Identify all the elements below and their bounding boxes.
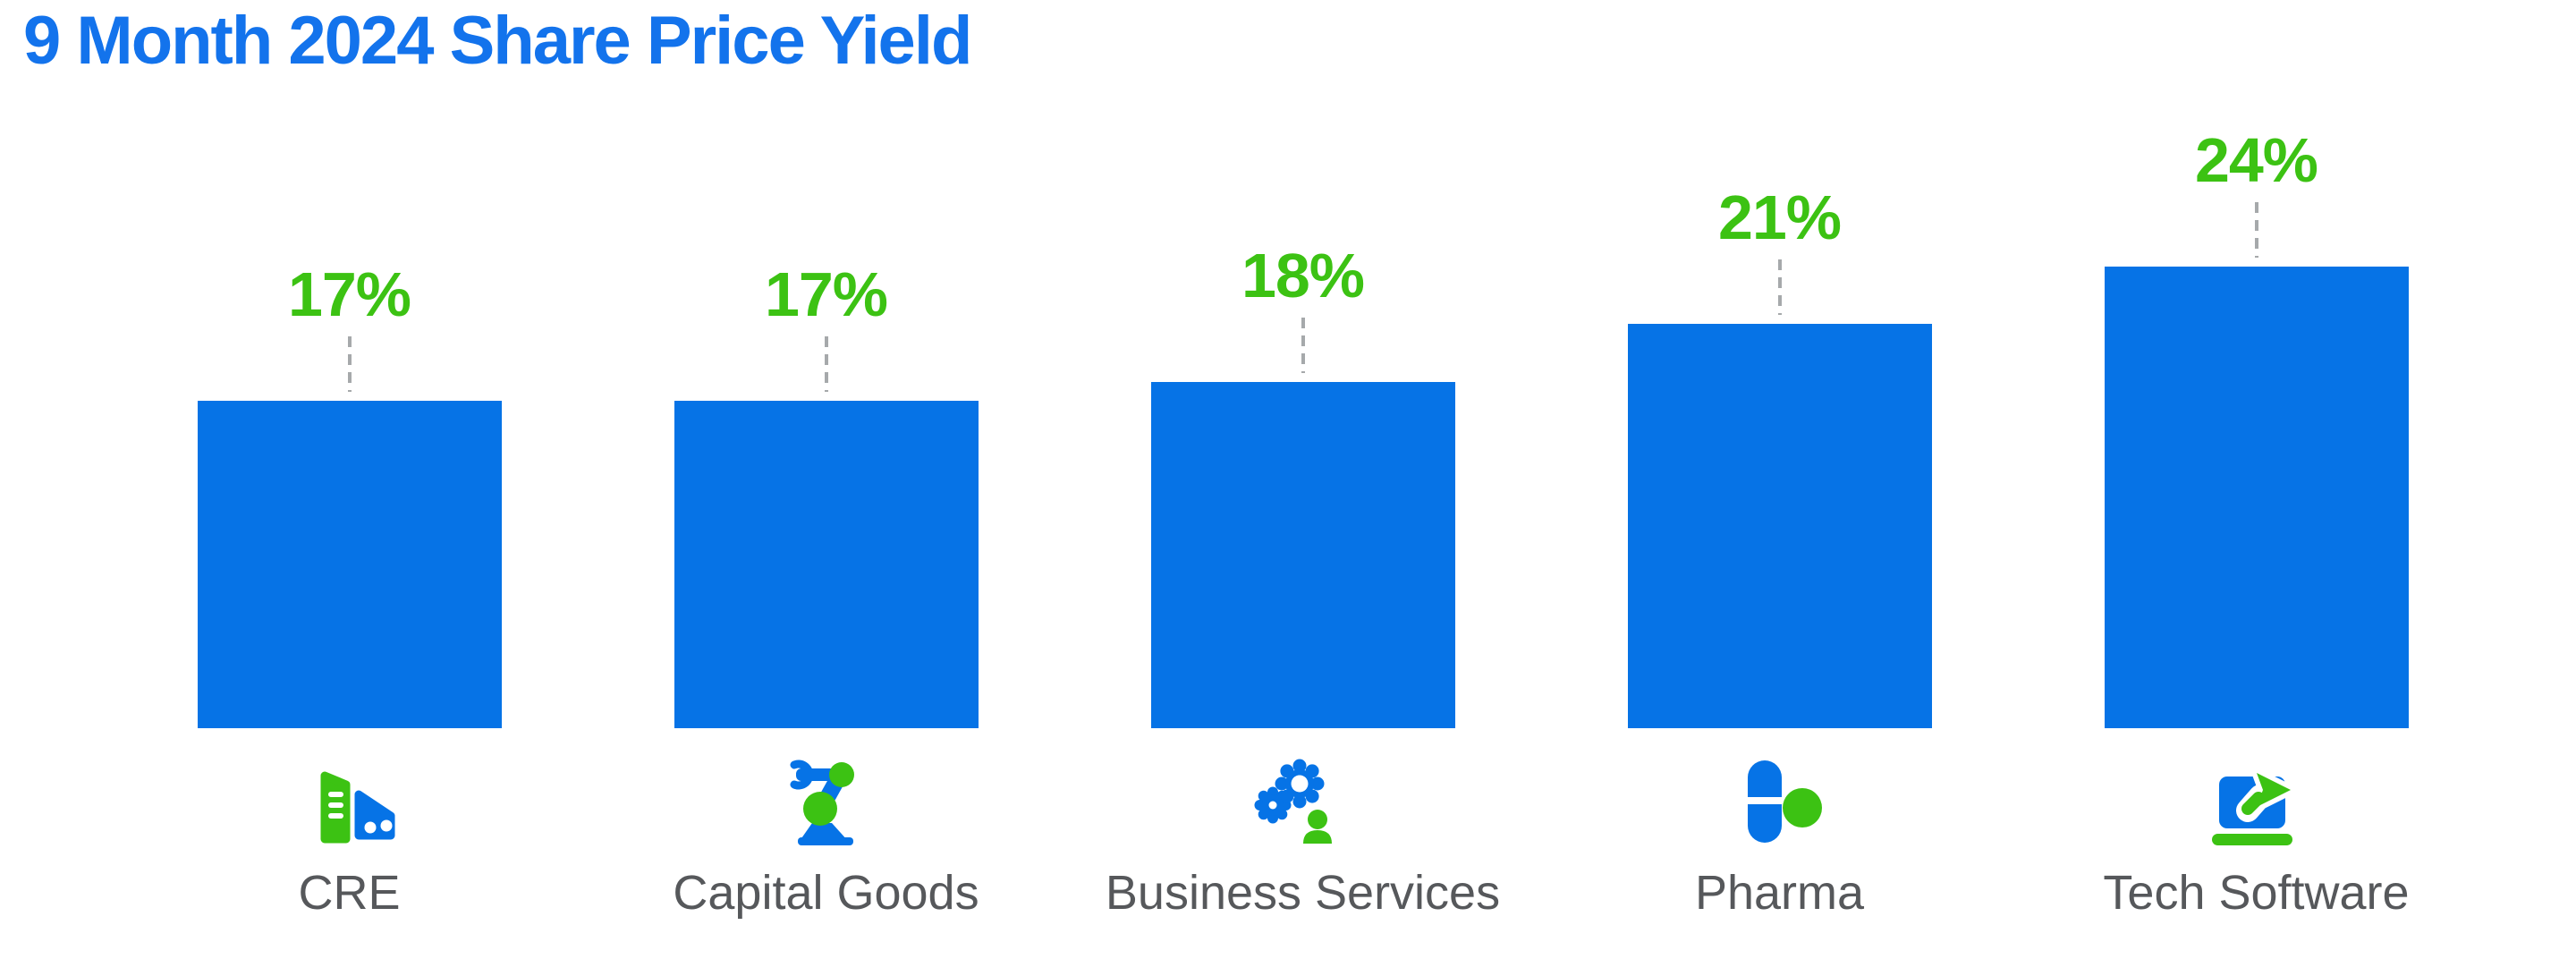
bar <box>1150 382 1455 729</box>
cre-buildings-icon <box>320 771 394 844</box>
bar <box>197 401 502 729</box>
bar <box>674 401 979 729</box>
bar-value-label: 18% <box>1241 241 1365 311</box>
category-label: Business Services <box>1105 866 1501 921</box>
category-label: Tech Software <box>2103 866 2410 921</box>
connector-line <box>1777 259 1782 316</box>
connector-line <box>347 336 352 393</box>
bar-value-label: 21% <box>1717 182 1842 253</box>
bar-chart: 17% CRE 17% <box>111 0 2495 922</box>
robot-arm-icon <box>790 760 854 846</box>
page-title: 9 Month 2024 Share Price Yield <box>23 3 972 79</box>
bar-value-label: 17% <box>287 259 411 330</box>
category-label: CRE <box>298 866 401 921</box>
bar-column: 17% CRE <box>111 263 588 922</box>
bar-column: 17% Capital Goods <box>588 263 1064 922</box>
category-label: Pharma <box>1694 866 1865 921</box>
category-icon <box>776 753 877 853</box>
category-icon <box>2207 753 2307 853</box>
connector-line <box>1301 318 1305 374</box>
bar-column: 21% Pharma <box>1541 186 2018 922</box>
gears-person-icon <box>1254 759 1335 847</box>
category-icon <box>1730 753 1830 853</box>
pill-capsule-icon <box>1743 760 1822 844</box>
connector-line <box>2254 202 2258 259</box>
bar <box>2104 267 2409 729</box>
category-icon <box>300 753 400 853</box>
connector-line <box>824 336 828 393</box>
bar-value-label: 24% <box>2194 125 2318 196</box>
category-icon <box>1253 753 1353 853</box>
category-label: Capital Goods <box>673 866 979 921</box>
bar-column: 24% Tech Software <box>2018 129 2495 922</box>
bar-value-label: 17% <box>764 259 888 330</box>
bar-column: 18% <box>1064 244 1541 922</box>
bar <box>1627 324 1932 729</box>
laptop-arrow-icon <box>2211 768 2295 846</box>
